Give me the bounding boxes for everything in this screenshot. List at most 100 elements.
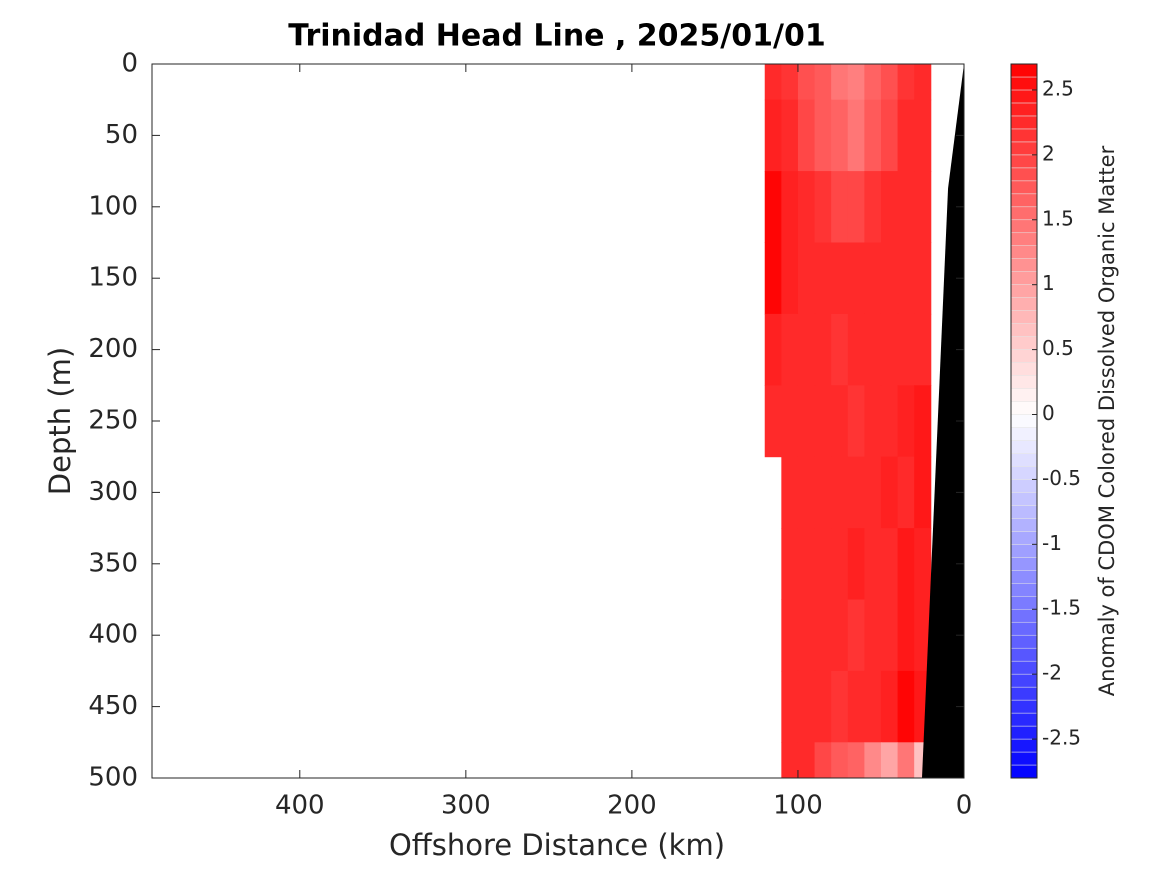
contour-cell [814,599,832,672]
contour-cell [847,242,865,315]
contour-cell [864,313,882,386]
contour-cell [864,456,882,529]
contour-cell [797,670,816,743]
colorbar-band [1010,219,1038,234]
x-tick-label: 100 [773,791,823,821]
contour-cell [847,456,865,529]
colorbar-tick-label: 1 [1042,271,1055,295]
colorbar-band [1010,479,1038,493]
contour-cell [814,242,832,315]
colorbar-band [1010,141,1038,156]
colorbar-band [1010,388,1038,402]
contour-cell [864,64,882,101]
colorbar-band [1010,245,1038,259]
contour-cell [781,670,799,743]
colorbar-band [1010,362,1038,376]
contour-cell [897,456,915,529]
y-tick-label: 350 [88,548,138,578]
contour-cell [831,171,849,243]
colorbar-tick-label: -2 [1042,661,1062,685]
x-tick-label: 300 [441,791,491,821]
colorbar-band [1010,660,1038,675]
contour-cell [831,528,849,600]
colorbar-band [1010,544,1038,558]
contour-cell [781,528,799,600]
colorbar-band [1010,673,1038,688]
colorbar-band [1010,284,1038,298]
contour-cell [880,242,899,315]
contour-cell [814,99,832,172]
colorbar-tick-label: 0.5 [1042,336,1074,360]
x-tick-label: 400 [275,791,325,821]
colorbar-band [1010,89,1038,104]
contour-cell [864,742,882,778]
colorbar-tick-label: -2.5 [1042,726,1081,750]
contour-cell [864,528,882,600]
contour-cell [914,64,932,101]
contour-cell [797,313,816,386]
contour-cell [797,99,816,172]
contour-cell [914,599,932,672]
colorbar-band [1010,349,1038,363]
contour-cell [880,599,899,672]
colorbar-band [1010,323,1038,337]
contour-cell [914,456,932,529]
contour-cell [880,99,899,172]
contour-cell [897,742,915,778]
contour-cell [814,64,832,101]
colorbar-band [1010,570,1038,584]
contour-cell [831,599,849,672]
contour-cell [847,385,865,458]
contour-cell [914,99,932,172]
colorbar-band [1010,128,1038,143]
colorbar-band [1010,531,1038,545]
contour-cell [847,742,865,778]
contour-cell [797,528,816,600]
colorbar-band [1010,634,1038,649]
contour-cell [864,242,882,315]
colorbar-band [1010,738,1038,753]
y-axis-label: Depth (m) [43,347,77,495]
contour-cell [847,599,865,672]
colorbar-band [1010,180,1038,195]
contour-cell [797,64,816,101]
colorbar-band [1010,764,1038,779]
contour-cell [897,313,915,386]
colorbar-band [1010,583,1038,597]
contour-cell [781,313,799,386]
contour-cell [897,670,915,743]
contour-cell [897,599,915,672]
contour-cell [914,385,932,458]
colorbar-band [1010,608,1038,623]
colorbar-tick-label: 2.5 [1042,76,1074,100]
colorbar-band [1010,232,1038,246]
contour-cell [781,599,799,672]
colorbar-band [1010,271,1038,285]
colorbar-band [1010,115,1038,130]
field [764,64,964,778]
contour-cell [797,171,816,243]
contour-cell [864,385,882,458]
x-axis-label: Offshore Distance (km) [389,828,725,862]
colorbar-band [1010,336,1038,350]
contour-cell [847,171,865,243]
colorbar-band [1010,258,1038,272]
colorbar-band [1010,375,1038,389]
colorbar-band [1010,414,1038,428]
contour-cell [880,528,899,600]
colorbar-band [1010,167,1038,182]
chart-title: Trinidad Head Line , 2025/01/01 [288,19,825,54]
contour-cell [880,670,899,743]
colorbar-band [1010,621,1038,636]
contour-cell [880,456,899,529]
colorbar-band [1010,427,1038,441]
colorbar-band [1010,401,1038,415]
colorbar-tick-label: -1.5 [1042,596,1081,620]
contour-cell [880,171,899,243]
y-tick-label: 0 [121,49,138,79]
contour-cell [897,242,915,315]
contour-cell [847,64,865,101]
colorbar-band [1010,453,1038,467]
contour-cell [847,99,865,172]
colorbar-band [1010,686,1038,701]
